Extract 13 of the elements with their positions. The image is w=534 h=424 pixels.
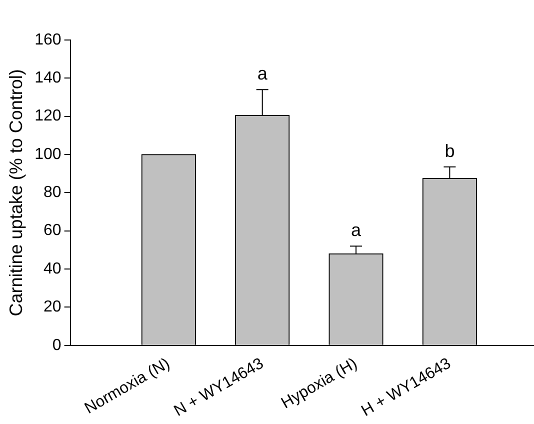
y-tick-label: 0 — [52, 336, 62, 354]
annotation: b — [444, 140, 455, 161]
y-tick-label: 40 — [44, 260, 62, 278]
y-tick-label: 20 — [44, 298, 62, 316]
y-axis-title: Carnitine uptake (% to Control) — [6, 69, 26, 316]
y-tick-label: 140 — [34, 70, 62, 87]
y-tick-label: 60 — [44, 222, 62, 240]
y-tick-label: 100 — [34, 146, 62, 163]
annotation: a — [351, 220, 362, 240]
y-tick-label: 120 — [34, 108, 62, 125]
y-tick-label: 80 — [44, 184, 62, 202]
y-tick-label: 160 — [34, 31, 62, 48]
annotation: a — [257, 64, 268, 84]
